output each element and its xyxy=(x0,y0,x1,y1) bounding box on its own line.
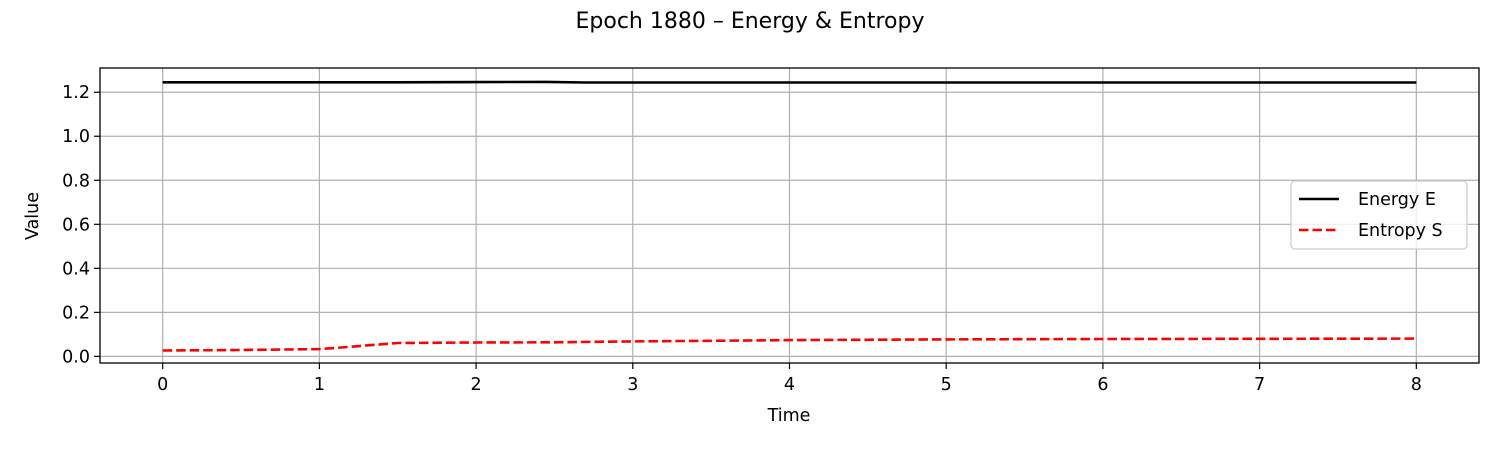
x-tick-label: 4 xyxy=(784,375,795,395)
plot-lines xyxy=(162,80,1417,352)
y-tick-label: 1.0 xyxy=(62,127,90,147)
y-axis-label: Value xyxy=(23,192,43,240)
y-tick-label: 0.2 xyxy=(62,303,90,323)
legend: Energy E Entropy S xyxy=(1290,180,1468,250)
x-axis-label: Time xyxy=(767,406,811,426)
legend-label: Entropy S xyxy=(1358,221,1443,241)
y-tick-label: 0.0 xyxy=(62,347,90,367)
x-tick-label: 2 xyxy=(471,375,482,395)
x-tick-label: 3 xyxy=(627,375,638,395)
y-tick-label: 1.2 xyxy=(62,83,90,103)
x-tick-label: 7 xyxy=(1254,375,1265,395)
series-line-energy xyxy=(162,80,1417,84)
y-tick-label: 0.8 xyxy=(62,171,90,191)
grid xyxy=(100,68,1479,363)
y-tick-label: 0.6 xyxy=(62,215,90,235)
x-tick-label: 8 xyxy=(1411,375,1422,395)
x-tick-label: 0 xyxy=(157,375,168,395)
x-tick-label: 1 xyxy=(314,375,325,395)
legend-label: Energy E xyxy=(1358,190,1436,210)
x-tick-label: 6 xyxy=(1097,375,1108,395)
chart-title: Epoch 1880 – Energy & Entropy xyxy=(576,9,925,34)
y-tick-label: 0.4 xyxy=(62,259,90,279)
x-tick-label: 5 xyxy=(941,375,952,395)
axis-ticks: 0 1 2 3 4 5 6 7 8 0.0 0.2 0.4 0.6 0.8 1.0 1.2 xyxy=(62,83,1422,395)
